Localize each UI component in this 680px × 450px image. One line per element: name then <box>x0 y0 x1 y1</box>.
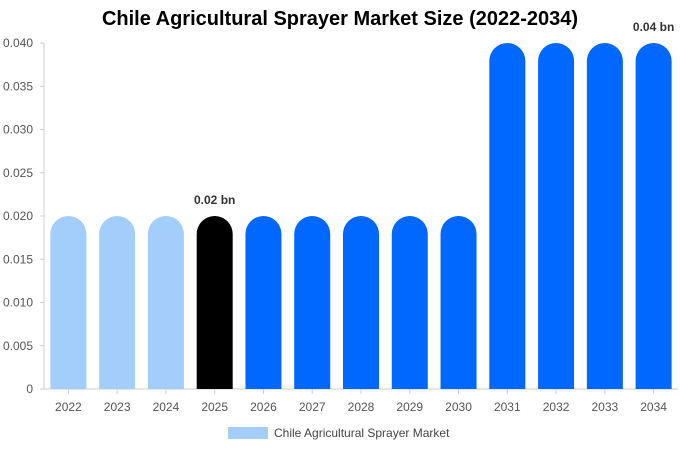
y-tick-label: 0.040 <box>3 36 33 50</box>
x-tick-label: 2025 <box>201 400 228 414</box>
y-tick-label: 0.030 <box>3 123 33 137</box>
y-tick-label: 0.010 <box>3 296 33 310</box>
x-tick-label: 2027 <box>299 400 326 414</box>
legend[interactable]: Chile Agricultural Sprayer Market <box>228 425 449 441</box>
x-tick-label: 2028 <box>348 400 375 414</box>
x-tick-label: 2026 <box>250 400 277 414</box>
x-tick-label: 2031 <box>494 400 521 414</box>
bar-2029[interactable] <box>391 216 428 389</box>
y-tick-label: 0.015 <box>3 252 33 266</box>
legend-swatch <box>228 427 268 439</box>
x-tick-label: 2024 <box>153 400 180 414</box>
x-tick-label: 2023 <box>104 400 131 414</box>
y-tick-label: 0 <box>26 382 33 396</box>
bar-2023[interactable] <box>99 216 136 389</box>
bar-2034[interactable] <box>635 43 672 389</box>
legend-label: Chile Agricultural Sprayer Market <box>274 426 450 440</box>
bar-2033[interactable] <box>586 43 623 389</box>
y-tick-label: 0.025 <box>3 166 33 180</box>
x-tick-label: 2030 <box>445 400 472 414</box>
bar-2024[interactable] <box>147 216 184 389</box>
data-label: 0.04 bn <box>633 20 674 34</box>
x-tick-label: 2034 <box>640 400 667 414</box>
y-tick-label: 0.005 <box>3 339 33 353</box>
bar-2030[interactable] <box>440 216 477 389</box>
data-label: 0.02 bn <box>194 193 235 207</box>
bar-2022[interactable] <box>50 216 87 389</box>
bar-2028[interactable] <box>343 216 379 389</box>
x-tick-label: 2029 <box>396 400 423 414</box>
y-tick-label: 0.020 <box>3 209 33 223</box>
bar-2032[interactable] <box>538 43 575 389</box>
bar-2027[interactable] <box>294 216 331 389</box>
bar-2025[interactable] <box>196 216 233 389</box>
x-tick-label: 2033 <box>591 400 618 414</box>
x-tick-label: 2022 <box>55 400 82 414</box>
y-tick-label: 0.035 <box>3 79 33 93</box>
chart-title: Chile Agricultural Sprayer Market Size (… <box>101 8 579 30</box>
bar-2031[interactable] <box>489 43 526 389</box>
bar-2026[interactable] <box>245 216 282 389</box>
x-tick-label: 2032 <box>543 400 570 414</box>
